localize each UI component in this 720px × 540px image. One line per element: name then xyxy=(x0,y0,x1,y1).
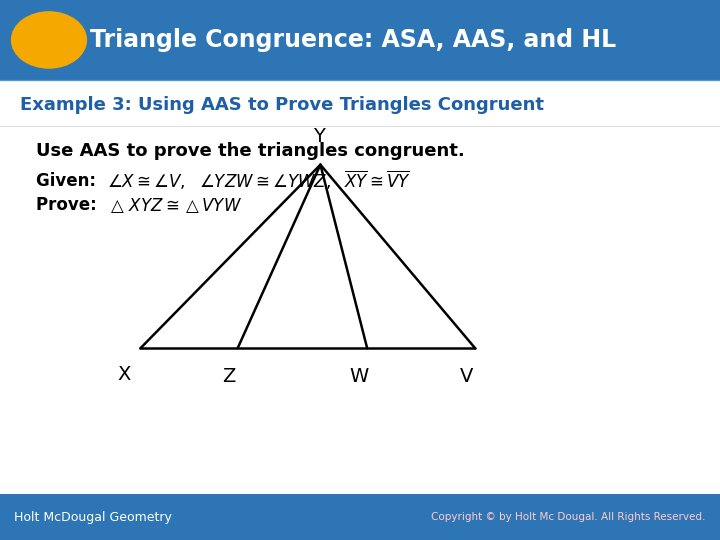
Text: $\triangle\, XYZ \cong \triangle VYW$: $\triangle\, XYZ \cong \triangle VYW$ xyxy=(107,195,242,215)
Text: Given:: Given: xyxy=(36,172,102,190)
Text: V: V xyxy=(460,367,473,386)
Text: Holt McDougal Geometry: Holt McDougal Geometry xyxy=(14,510,172,524)
FancyBboxPatch shape xyxy=(0,0,720,80)
Text: W: W xyxy=(349,367,368,386)
Text: $\angle X \cong \angle V,$  $\angle YZW \cong \angle YWZ,$  $\overline{XY} \cong: $\angle X \cong \angle V,$ $\angle YZW \… xyxy=(107,170,410,192)
Text: Y: Y xyxy=(313,127,325,146)
Circle shape xyxy=(12,12,86,68)
Text: Example 3: Using AAS to Prove Triangles Congruent: Example 3: Using AAS to Prove Triangles … xyxy=(20,96,544,114)
Text: X: X xyxy=(117,364,130,383)
FancyBboxPatch shape xyxy=(0,494,720,540)
Text: Triangle Congruence: ASA, AAS, and HL: Triangle Congruence: ASA, AAS, and HL xyxy=(90,28,616,52)
Text: Copyright © by Holt Mc Dougal. All Rights Reserved.: Copyright © by Holt Mc Dougal. All Right… xyxy=(431,512,706,522)
Text: Prove:: Prove: xyxy=(36,196,102,214)
Text: Z: Z xyxy=(222,367,235,386)
Text: Use AAS to prove the triangles congruent.: Use AAS to prove the triangles congruent… xyxy=(36,142,464,160)
